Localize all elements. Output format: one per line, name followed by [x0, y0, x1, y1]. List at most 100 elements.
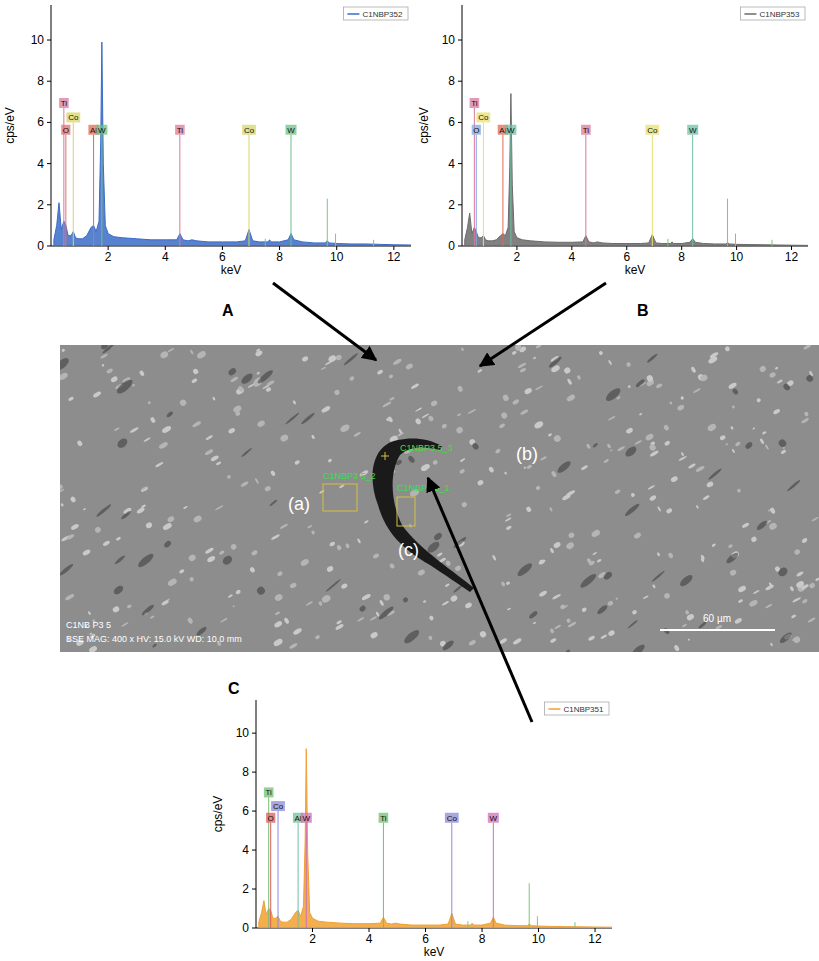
micrograph-header: C1NB P3 5	[66, 620, 111, 630]
texture-pore	[596, 604, 609, 616]
texture-grain	[326, 565, 334, 573]
texture-grain	[804, 411, 810, 417]
texture-grain	[535, 385, 544, 391]
texture-grain	[649, 450, 659, 458]
texture-grain	[272, 638, 283, 648]
texture-grain	[193, 514, 203, 523]
element-label-box	[301, 813, 312, 823]
x-tick-label: 12	[387, 250, 401, 264]
analysis-area	[323, 484, 357, 511]
texture-grain	[274, 593, 284, 602]
texture-grain	[292, 627, 302, 636]
texture-pore	[602, 570, 613, 581]
texture-grain	[608, 415, 616, 421]
plot-area	[54, 42, 411, 246]
element-label: Al	[90, 126, 97, 135]
texture-grain	[88, 645, 98, 652]
element-label-box	[488, 813, 499, 823]
y-tick-label: 4	[242, 843, 249, 857]
texture-grain	[512, 637, 522, 645]
texture-grain	[603, 458, 609, 463]
texture-grain	[673, 644, 680, 652]
texture-pore	[635, 378, 646, 388]
texture-grain	[311, 434, 316, 439]
texture-grain	[379, 599, 385, 606]
element-label-box	[505, 125, 516, 135]
texture-grain	[139, 370, 145, 377]
texture-grain	[535, 485, 541, 491]
texture-grain	[345, 543, 351, 549]
texture-grain	[645, 433, 655, 442]
texture-grain	[321, 405, 332, 414]
element-line	[692, 135, 693, 246]
x-tick-label: 2	[514, 250, 521, 264]
y-tick	[458, 81, 462, 82]
element-label-box	[445, 813, 459, 823]
texture-grain	[68, 396, 75, 402]
element-line	[493, 823, 494, 928]
texture-grain	[663, 592, 671, 599]
y-tick-label: 4	[448, 157, 455, 171]
texture-grain	[699, 373, 708, 382]
texture-grain	[796, 571, 804, 578]
texture-grain	[339, 423, 351, 434]
element-label-box	[264, 787, 274, 797]
texture-grain	[793, 548, 801, 555]
element-label-box	[470, 98, 480, 108]
texture-grain	[511, 350, 517, 355]
texture-grain	[773, 408, 781, 415]
element-label: W	[287, 126, 295, 135]
element-label: O	[473, 126, 479, 135]
legend-swatch	[548, 708, 560, 710]
reference-line	[772, 240, 773, 246]
texture-grain	[554, 624, 562, 630]
texture-grain	[237, 385, 244, 392]
texture-grain	[335, 623, 345, 631]
x-tick-label: 12	[588, 932, 602, 946]
texture-grain	[321, 594, 332, 604]
x-tick-label: 10	[532, 932, 546, 946]
texture-grain	[567, 378, 573, 385]
texture-grain	[382, 401, 392, 408]
texture-grain	[706, 423, 717, 433]
texture-pore	[60, 356, 71, 372]
reference-line	[574, 922, 575, 928]
texture-grain	[736, 488, 741, 493]
y-tick-label: 6	[448, 115, 455, 129]
texture-grain	[765, 603, 773, 609]
element-label: Al	[295, 814, 302, 823]
texture-grain	[249, 566, 256, 573]
texture-grain	[279, 433, 289, 442]
texture-grain	[731, 405, 735, 409]
texture-grain	[251, 549, 259, 556]
texture-pore	[565, 649, 571, 652]
y-tick-label: 2	[37, 198, 44, 212]
texture-grain	[702, 495, 710, 501]
texture-grain	[549, 547, 554, 553]
texture-pore	[402, 596, 409, 603]
texture-grain	[776, 379, 783, 384]
element-label: Ti	[380, 814, 387, 823]
texture-grain	[706, 480, 715, 488]
texture-grain	[533, 420, 544, 430]
texture-grain	[551, 470, 558, 478]
texture-grain	[227, 594, 233, 599]
texture-pore	[256, 585, 267, 596]
texture-grain	[506, 581, 511, 586]
x-tick-label: 12	[785, 250, 799, 264]
texture-grain	[517, 362, 527, 369]
element-label-box	[271, 801, 285, 811]
texture-pore	[433, 531, 443, 541]
texture-grain	[455, 426, 464, 435]
texture-grain	[614, 489, 621, 495]
texture-grain	[495, 448, 502, 454]
element-label: Co	[68, 113, 79, 122]
texture-grain	[669, 401, 673, 405]
element-label: W	[507, 126, 515, 135]
texture-grain	[336, 544, 342, 551]
spectrum-panel: 024681024681012keVcps/eVTiOCoAlWTiCoWC1N…	[3, 5, 411, 319]
texture-pore	[136, 552, 155, 570]
texture-pore	[516, 561, 534, 578]
texture-grain	[566, 618, 572, 624]
texture-grain	[410, 383, 419, 390]
